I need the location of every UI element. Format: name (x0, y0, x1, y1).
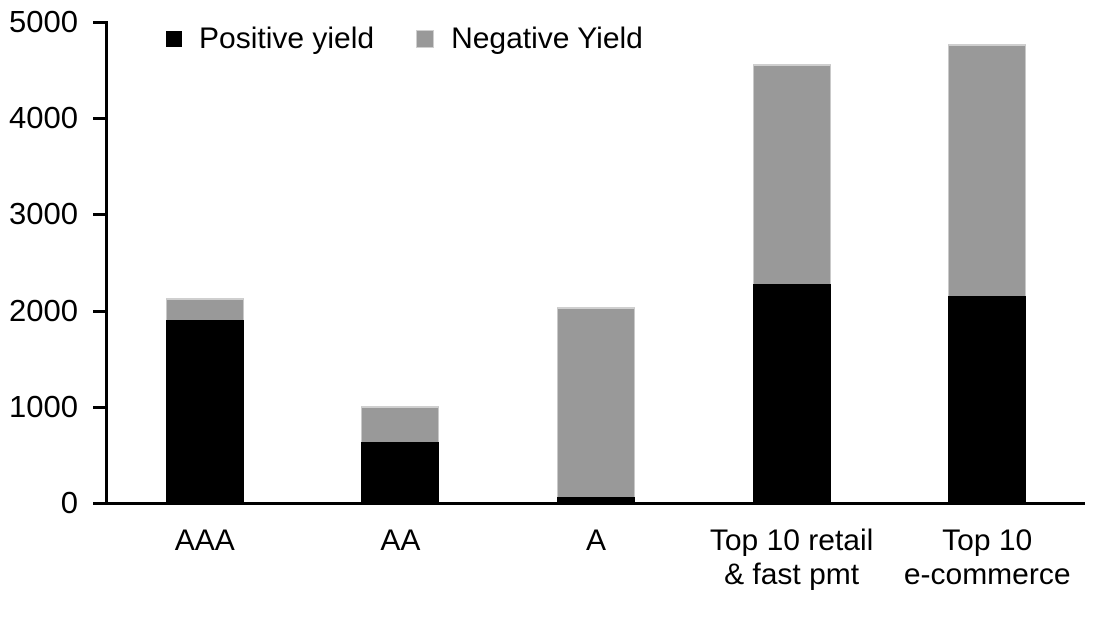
x-category-label-aaa: AAA (174, 524, 235, 557)
bar-a-positive-segment (557, 497, 635, 503)
bar-top-10-positive-segment (948, 296, 1027, 503)
bar-top-10-negative-segment (948, 44, 1027, 297)
y-tick-mark-3000 (93, 213, 107, 217)
x-category-label-top-10: Top 10 e-commerce (903, 524, 1071, 591)
x-category-label-top-10-retail: Top 10 retail & fast pmt (709, 524, 874, 591)
y-tick-mark-4000 (93, 117, 107, 121)
y-tick-mark-1000 (93, 405, 107, 409)
bar-aaa-positive-segment (165, 320, 244, 503)
y-tick-label-3000: 3000 (9, 196, 78, 232)
bar-aa-positive-segment (361, 442, 440, 503)
y-tick-label-4000: 4000 (9, 100, 78, 136)
y-tick-mark-0 (93, 502, 107, 505)
bar-top-10-retail-positive-segment (752, 283, 831, 503)
positive-yield-swatch-icon (166, 31, 182, 47)
legend-item-negative-yield: Negative Yield (416, 22, 643, 56)
legend-label-negative-yield: Negative Yield (451, 22, 643, 55)
x-category-label-aa: AA (380, 524, 421, 557)
x-category-label-a: A (585, 524, 606, 557)
bar-aaa-negative-segment (165, 298, 244, 321)
bar-aa-negative-segment (361, 405, 440, 443)
bar-a-negative-segment (557, 306, 635, 498)
y-tick-mark-5000 (93, 21, 107, 24)
negative-yield-swatch-icon (416, 30, 435, 48)
chart-legend: Positive yield Negative Yield (166, 22, 643, 56)
legend-label-positive-yield: Positive yield (199, 22, 375, 55)
y-tick-label-1000: 1000 (9, 388, 78, 424)
bar-top-10-retail-negative-segment (752, 64, 831, 284)
y-tick-label-0: 0 (60, 485, 78, 520)
y-axis-line (105, 21, 108, 505)
y-tick-mark-2000 (93, 309, 107, 313)
legend-item-positive-yield: Positive yield (166, 22, 374, 56)
y-tick-label-5000: 5000 (9, 4, 78, 39)
y-tick-label-2000: 2000 (9, 292, 78, 328)
x-axis-line (105, 502, 1085, 505)
